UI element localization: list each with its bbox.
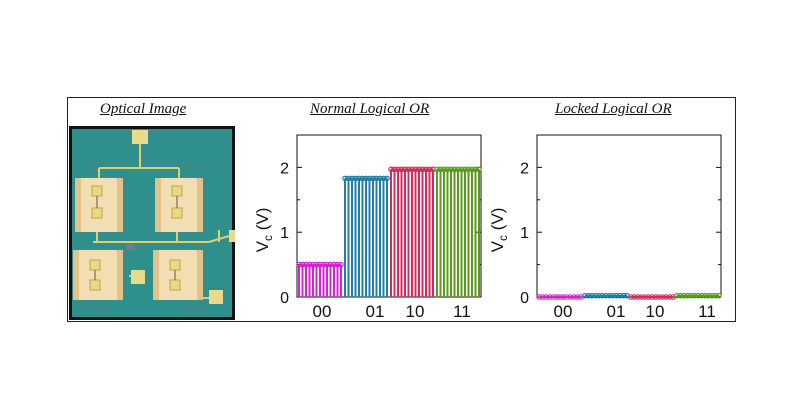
x-tick-label: 01 (607, 302, 626, 321)
bar-group-00 (296, 261, 344, 297)
bar-group-00 (536, 294, 584, 300)
bar-group-01 (582, 292, 630, 299)
y-tick-label: 1 (280, 225, 289, 242)
figure-frame (67, 97, 736, 322)
x-tick-label: 11 (453, 302, 471, 321)
bar-group-10 (628, 294, 676, 300)
bar-group-01 (342, 175, 390, 297)
x-tick-label: 00 (554, 302, 573, 321)
axes-frame (296, 134, 482, 298)
device-bottom-right (153, 250, 203, 300)
optical-image-title: Optical Image (100, 101, 187, 117)
right-pad (229, 230, 235, 242)
y-tick-label: 0 (520, 290, 529, 307)
device-top-right (155, 178, 203, 232)
x-tick-label: 00 (313, 302, 332, 321)
device-top-left (75, 178, 123, 232)
top-pad (132, 130, 148, 144)
y-axis-label: Vc (V) (253, 208, 275, 253)
x-tick-label: 01 (366, 302, 385, 321)
x-tick-label: 10 (646, 302, 665, 321)
y-tick-label: 0 (280, 290, 289, 307)
bar-group-11 (434, 166, 482, 297)
y-tick-label: 1 (520, 225, 529, 242)
optical-label: 86 (126, 243, 135, 252)
bar-group-11 (674, 292, 722, 299)
center-pad (131, 270, 145, 284)
y-tick-label: 2 (520, 160, 529, 177)
axes-frame (536, 134, 722, 298)
y-tick-label: 2 (280, 160, 289, 177)
optical-image: 86 (69, 126, 235, 320)
normal-or-title: Normal Logical OR (310, 101, 430, 117)
x-tick-label: 10 (406, 302, 425, 321)
locked-or-title: Locked Logical OR (555, 101, 672, 117)
bottom-right-pad (209, 290, 223, 304)
device-bottom-left (73, 250, 123, 300)
x-tick-label: 11 (698, 302, 716, 321)
y-axis-label: Vc (V) (488, 208, 510, 253)
bar-group-10 (388, 166, 436, 297)
